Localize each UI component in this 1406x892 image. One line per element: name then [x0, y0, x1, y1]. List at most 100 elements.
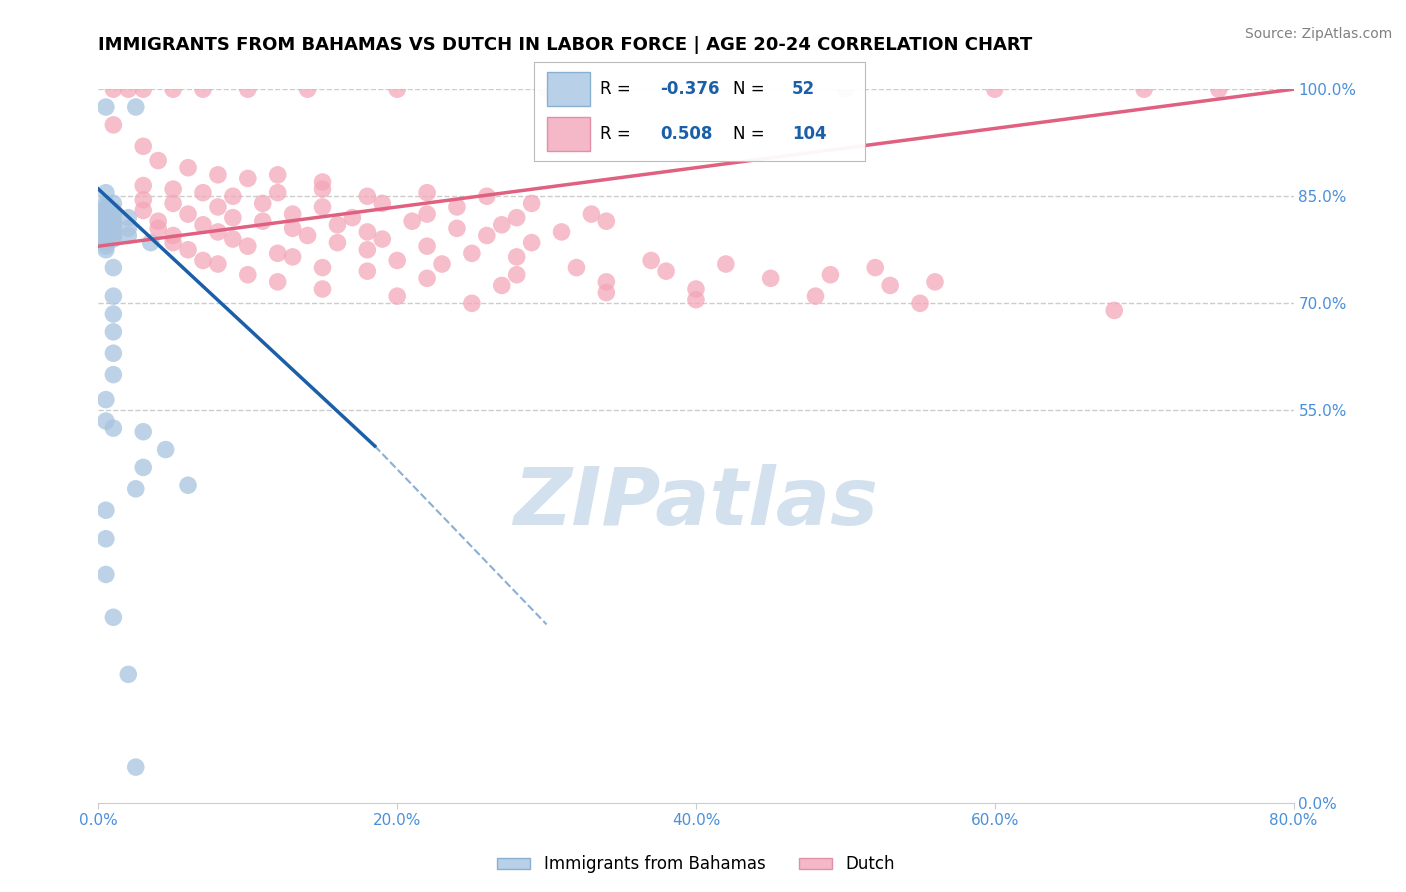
Point: [297, 82, 319, 96]
Point: [94, 392, 117, 407]
Point: [356, 264, 378, 278]
Point: [94, 532, 117, 546]
Point: [311, 182, 333, 196]
Point: [103, 368, 125, 382]
Point: [685, 82, 707, 96]
Point: [222, 232, 245, 246]
Point: [94, 196, 117, 211]
Point: [94, 228, 117, 243]
Point: [581, 207, 603, 221]
Point: [177, 243, 200, 257]
Point: [103, 421, 125, 435]
Point: [139, 235, 162, 250]
Point: [94, 207, 117, 221]
Point: [94, 232, 117, 246]
Point: [281, 250, 304, 264]
Point: [371, 196, 394, 211]
FancyBboxPatch shape: [547, 72, 591, 105]
Point: [162, 182, 184, 196]
Point: [267, 246, 290, 260]
Point: [326, 218, 349, 232]
Point: [103, 260, 125, 275]
Point: [94, 200, 117, 214]
Point: [371, 232, 394, 246]
Point: [550, 225, 572, 239]
Point: [520, 235, 543, 250]
Point: [94, 211, 117, 225]
Point: [416, 271, 439, 285]
Point: [94, 218, 117, 232]
Point: [863, 260, 887, 275]
Point: [117, 228, 139, 243]
Point: [1133, 82, 1156, 96]
Text: R =: R =: [600, 125, 641, 143]
Point: [132, 203, 155, 218]
Point: [281, 221, 304, 235]
Point: [191, 253, 214, 268]
Point: [103, 289, 125, 303]
Point: [103, 228, 125, 243]
Point: [94, 239, 117, 253]
Point: [148, 214, 170, 228]
Point: [385, 253, 409, 268]
Point: [148, 221, 170, 235]
Point: [236, 239, 259, 253]
Point: [401, 214, 423, 228]
Point: [475, 189, 498, 203]
Point: [125, 760, 148, 774]
Point: [94, 503, 117, 517]
Point: [117, 211, 139, 225]
Point: [94, 243, 117, 257]
Point: [759, 271, 782, 285]
Point: [236, 82, 259, 96]
Point: [103, 225, 125, 239]
Point: [94, 203, 117, 218]
Text: 52: 52: [792, 80, 815, 98]
Point: [103, 346, 125, 360]
Point: [162, 228, 184, 243]
Point: [125, 100, 148, 114]
Point: [446, 221, 468, 235]
Point: [162, 196, 184, 211]
Point: [311, 282, 333, 296]
Point: [430, 257, 453, 271]
Point: [908, 296, 931, 310]
Text: N =: N =: [733, 125, 769, 143]
Point: [94, 100, 117, 114]
Point: [236, 268, 259, 282]
Point: [520, 196, 543, 211]
Point: [385, 289, 409, 303]
Point: [714, 257, 737, 271]
Point: [820, 268, 842, 282]
Point: [879, 278, 901, 293]
Point: [536, 82, 558, 96]
Point: [491, 278, 513, 293]
Point: [132, 82, 155, 96]
Point: [565, 260, 588, 275]
Point: [117, 667, 139, 681]
Point: [94, 225, 117, 239]
Text: ZIPatlas: ZIPatlas: [513, 464, 879, 542]
Point: [94, 414, 117, 428]
Point: [267, 186, 290, 200]
Point: [207, 168, 229, 182]
Point: [103, 82, 125, 96]
Text: 104: 104: [792, 125, 827, 143]
Point: [207, 200, 229, 214]
Text: Source: ZipAtlas.com: Source: ZipAtlas.com: [1244, 27, 1392, 41]
Point: [1208, 82, 1230, 96]
Point: [685, 293, 707, 307]
Point: [342, 211, 364, 225]
Point: [132, 139, 155, 153]
Point: [222, 211, 245, 225]
Point: [148, 153, 170, 168]
Point: [416, 239, 439, 253]
Text: IMMIGRANTS FROM BAHAMAS VS DUTCH IN LABOR FORCE | AGE 20-24 CORRELATION CHART: IMMIGRANTS FROM BAHAMAS VS DUTCH IN LABO…: [98, 36, 1032, 54]
Point: [125, 482, 148, 496]
Point: [385, 82, 409, 96]
Point: [311, 260, 333, 275]
Point: [191, 186, 214, 200]
Point: [117, 221, 139, 235]
Text: 0.508: 0.508: [659, 125, 713, 143]
Point: [475, 228, 498, 243]
